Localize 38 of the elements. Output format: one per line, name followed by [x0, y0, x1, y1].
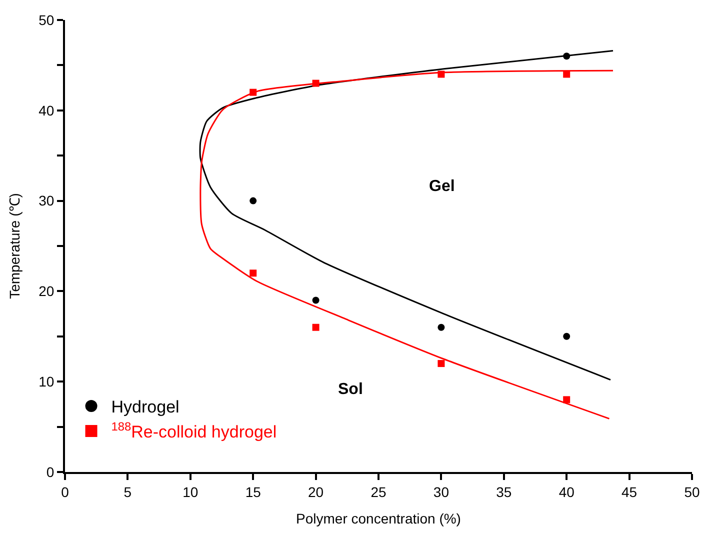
annotation: Sol [338, 381, 363, 398]
legend-label: $^{188}$Re-colloid hydrogel [111, 420, 277, 442]
x-tick-label: 25 [370, 484, 386, 500]
point [438, 324, 445, 331]
x-tick-label: 50 [684, 484, 700, 500]
point [312, 324, 320, 331]
x-tick-label: 40 [558, 484, 575, 500]
point [250, 88, 257, 96]
point [438, 360, 445, 368]
x-tick-label: 20 [308, 484, 324, 500]
x-tick-label: 45 [622, 484, 638, 500]
point [312, 296, 320, 304]
point [438, 70, 445, 78]
y-tick-label: 50 [38, 12, 54, 28]
line-series [199, 50, 614, 381]
y-tick-label: 30 [38, 192, 54, 209]
x-tick-label: 0 [61, 484, 70, 500]
point [250, 197, 257, 204]
x-tick-label: 15 [245, 484, 262, 500]
y-tick-label: 40 [38, 102, 54, 118]
legend-label: Hydrogel [111, 398, 180, 417]
x-axis-title: Polymer concentration (%) [296, 510, 461, 527]
point [312, 80, 320, 87]
y-axis-title: Temperature (℃) [6, 193, 23, 299]
y-tick-label: 20 [38, 283, 54, 300]
y-tick-label: 10 [38, 374, 54, 390]
point [563, 52, 570, 60]
point [563, 332, 570, 340]
annotation: Gel [429, 178, 455, 195]
x-tick-label: 10 [182, 484, 198, 500]
point [563, 70, 570, 78]
x-tick-label: 35 [496, 484, 512, 500]
point [250, 270, 257, 277]
line-series [200, 70, 614, 420]
point [563, 396, 570, 404]
x-tick-label: 5 [124, 484, 132, 500]
y-tick-label: 0 [46, 464, 54, 480]
x-tick-label: 30 [433, 484, 450, 500]
